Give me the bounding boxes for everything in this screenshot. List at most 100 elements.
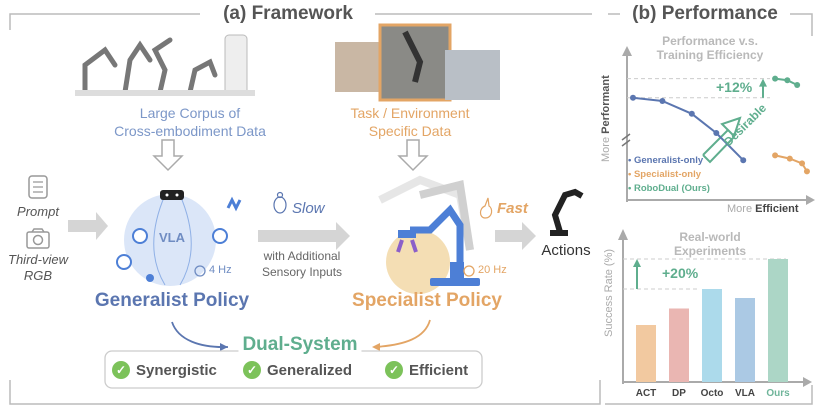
tick-label: VLA (735, 388, 755, 399)
data-point (740, 157, 747, 164)
bar-vla (735, 298, 755, 382)
tradeoff-chart-title: Performance v.s. Training Efficiency (656, 34, 764, 62)
task-label: Task / Environment Specific Data (350, 104, 469, 140)
slow-label: Slow (292, 200, 325, 217)
xlabel-main: Efficient (755, 203, 799, 215)
data-point (794, 82, 801, 88)
rgb-label: Third-view RGB (8, 252, 68, 284)
turtle-icon (273, 191, 287, 214)
ylabel-prefix: More (600, 136, 612, 162)
specialist-arm-icon (378, 175, 480, 294)
legend-label: Generalist-only (633, 155, 704, 166)
check-icon: ✓ (385, 361, 403, 379)
tick-label: ACT (636, 388, 657, 399)
data-point (630, 94, 636, 101)
bar-act (636, 325, 656, 382)
legend-robodual: • RoboDual (Ours) (628, 183, 710, 194)
check-icon: ✓ (112, 361, 130, 379)
bar-octo (702, 289, 722, 382)
framework-diagram (26, 139, 584, 389)
input-arrow (68, 212, 108, 240)
corpus-label-line1: Large Corpus of (139, 105, 241, 121)
camera-icon (26, 228, 50, 249)
x-axis-arrowhead (806, 195, 815, 205)
refresh-icon (463, 265, 475, 277)
generalist-frequency: 4 Hz (209, 264, 232, 276)
specialist-policy-title: Specialist Policy (352, 290, 502, 311)
data-point (688, 110, 695, 117)
ylabel-main: Performant (600, 75, 612, 134)
cross-embodiment-robots-image (75, 34, 255, 96)
y-axis-arrowhead (618, 229, 628, 240)
dual-system-title: Dual-System (238, 334, 362, 356)
feature-label: Efficient (409, 361, 469, 379)
tradeoff-chart (621, 46, 815, 205)
data-point (713, 130, 720, 136)
legend-specialist: • Specialist-only (628, 169, 702, 180)
data-point (772, 152, 779, 159)
actions-robot-icon (551, 188, 584, 233)
actions-label: Actions (541, 242, 591, 259)
bar-dp (669, 308, 689, 382)
feature-efficient: ✓ Efficient (385, 361, 468, 379)
bar-annotation: +20% (662, 265, 699, 281)
rabbit-icon (479, 197, 493, 219)
tradeoff-ylabel: More Performant (600, 75, 612, 162)
vla-robot-icon (116, 190, 242, 286)
series-line-1 (774, 154, 808, 172)
task-label-line1: Task / Environment (350, 105, 470, 121)
improvement-arrowhead (633, 259, 641, 267)
x-axis-arrowhead (803, 377, 812, 387)
tradeoff-legend: • Generalist-only • Specialist-only • Ro… (628, 154, 710, 196)
data-point (799, 160, 806, 167)
tick-label: Ours (766, 388, 790, 399)
task-environment-image (335, 23, 500, 102)
framework-title: (a) Framework (215, 3, 361, 25)
down-arrow-icons (152, 139, 429, 172)
check-icon: ✓ (243, 361, 261, 379)
task-label-line2: Specific Data (368, 123, 452, 139)
legend-generalist: • Generalist-only (628, 155, 704, 166)
y-axis-arrowhead (622, 46, 632, 56)
rgb-label-line1: Third-view (8, 252, 68, 267)
specialist-to-dual-arrow (374, 319, 431, 348)
corpus-label: Large Corpus of Cross-embodiment Data (114, 104, 266, 140)
bar-chart: ACT DP Octo VLA Ours (618, 229, 812, 399)
legend-label: Specialist-only (633, 169, 702, 180)
fast-label: Fast (497, 200, 528, 217)
xlabel-prefix: More (727, 203, 753, 215)
vla-label: VLA (159, 230, 185, 245)
bar-ylabel: Success Rate (%) (603, 248, 615, 337)
slow-arrow (258, 222, 350, 250)
generalist-policy-title: Generalist Policy (94, 290, 250, 311)
tick-label: Octo (701, 388, 724, 399)
improvement-arrowhead (759, 78, 767, 87)
data-point (772, 75, 779, 82)
feature-synergistic: ✓ Synergistic (112, 361, 217, 379)
specialist-frequency: 20 Hz (478, 264, 507, 276)
legend-label: RoboDual (Ours) (633, 183, 710, 194)
refresh-icon (194, 265, 206, 277)
prompt-label: Prompt (17, 204, 59, 219)
performance-title: (b) Performance (624, 3, 786, 25)
bar-ours (768, 259, 788, 382)
axis-break-icon (621, 133, 631, 147)
generalist-to-dual-arrow (171, 321, 229, 348)
sensory-label-line2: Sensory Inputs (261, 265, 343, 279)
data-point (784, 77, 791, 84)
feature-generalized: ✓ Generalized (243, 361, 352, 379)
tick-label: DP (672, 388, 686, 399)
sensory-label-line1: with Additional (263, 249, 341, 263)
tradeoff-annotation: +12% (716, 79, 753, 95)
feature-label: Generalized (267, 361, 353, 379)
prompt-document-icon (28, 175, 48, 199)
feature-label: Synergistic (136, 361, 217, 379)
data-point (803, 168, 810, 175)
fast-arrow (495, 222, 536, 250)
tradeoff-xlabel: More Efficient (727, 203, 799, 215)
corpus-label-line2: Cross-embodiment Data (114, 123, 266, 139)
data-point (659, 98, 666, 104)
sensory-label: with Additional Sensory Inputs (262, 248, 342, 280)
